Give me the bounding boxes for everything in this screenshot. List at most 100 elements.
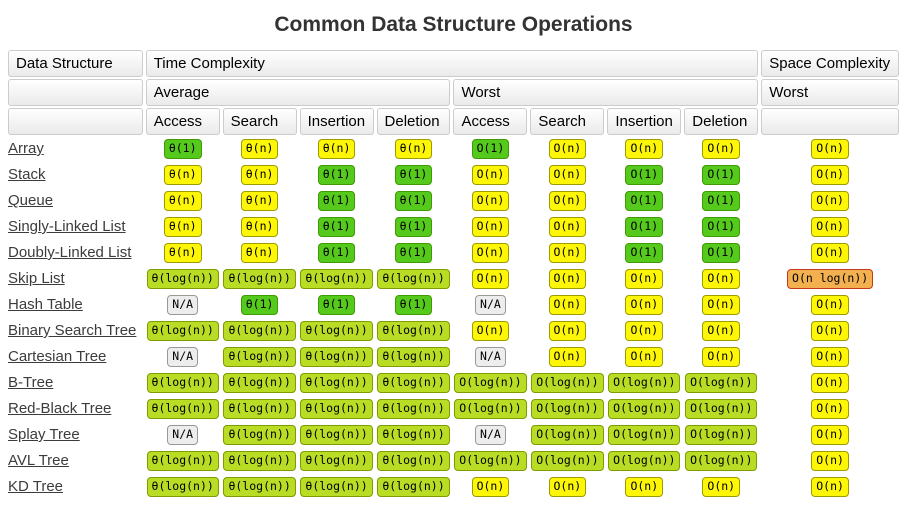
complexity-badge: θ(1) — [317, 191, 356, 211]
complexity-badge: θ(n) — [317, 139, 356, 159]
header-op-access-worst: Access — [453, 108, 528, 135]
complexity-cell: θ(log(n)) — [300, 475, 374, 499]
data-structure-cell: Singly-Linked List — [8, 215, 143, 239]
data-structure-link[interactable]: AVL Tree — [8, 452, 69, 469]
complexity-cell: θ(1) — [377, 241, 451, 265]
complexity-cell: O(n) — [684, 319, 758, 343]
complexity-cell: θ(log(n)) — [377, 371, 451, 395]
data-structure-cell: Queue — [8, 189, 143, 213]
complexity-cell: O(log(n)) — [530, 397, 604, 421]
complexity-cell: θ(log(n)) — [146, 267, 220, 291]
complexity-cell: O(n) — [530, 215, 604, 239]
complexity-badge: O(1) — [702, 217, 741, 237]
data-structure-link[interactable]: KD Tree — [8, 478, 64, 495]
complexity-badge: θ(n) — [240, 243, 279, 263]
complexity-badge: O(n) — [811, 321, 849, 341]
data-structure-cell: Hash Table — [8, 293, 143, 317]
complexity-cell: O(n) — [761, 475, 899, 499]
complexity-cell: O(n) — [684, 345, 758, 369]
complexity-badge: O(n) — [548, 295, 587, 315]
complexity-cell: O(log(n)) — [453, 397, 527, 421]
complexity-badge: O(n) — [548, 165, 587, 185]
complexity-badge: O(n) — [471, 217, 510, 237]
complexity-badge: O(log(n)) — [454, 451, 527, 471]
complexity-cell: θ(log(n)) — [223, 319, 297, 343]
complexity-cell: O(log(n)) — [684, 397, 758, 421]
data-structure-cell: Red-Black Tree — [8, 397, 143, 421]
complexity-badge: θ(n) — [240, 165, 279, 185]
complexity-cell: O(n) — [530, 319, 604, 343]
complexity-cell: O(n) — [684, 267, 758, 291]
data-structure-link[interactable]: Hash Table — [8, 296, 83, 313]
complexity-cell: θ(n) — [146, 189, 220, 213]
complexity-badge: O(log(n)) — [531, 425, 604, 445]
table-row: Binary Search Tree θ(log(n)) θ(log(n)) θ(lo… — [8, 319, 899, 343]
complexity-cell: O(1) — [684, 163, 758, 187]
complexity-cell: O(n) — [684, 293, 758, 317]
complexity-badge: θ(1) — [317, 217, 356, 237]
table-row: Splay Tree N/A θ(log(n)) θ(log(n)) θ(log(n))… — [8, 423, 899, 447]
header-average: Average — [145, 79, 451, 106]
complexity-cell: O(n) — [761, 137, 899, 161]
data-structure-link[interactable]: Stack — [8, 166, 46, 183]
complexity-cell: O(n) — [607, 137, 681, 161]
complexity-cell: θ(n) — [300, 137, 374, 161]
complexity-cell: O(n) — [453, 267, 527, 291]
complexity-cell: θ(log(n)) — [377, 267, 451, 291]
complexity-badge: O(1) — [702, 165, 741, 185]
complexity-cell: O(n) — [761, 241, 899, 265]
complexity-badge: N/A — [167, 347, 199, 367]
complexity-badge: O(n) — [625, 347, 664, 367]
complexity-badge: θ(log(n)) — [223, 425, 296, 445]
data-structure-cell: B-Tree — [8, 371, 143, 395]
complexity-cell: θ(n) — [223, 137, 297, 161]
complexity-badge: θ(log(n)) — [146, 477, 219, 497]
data-structure-link[interactable]: Cartesian Tree — [8, 348, 107, 365]
complexity-cell: θ(log(n)) — [223, 345, 297, 369]
complexity-badge: θ(n) — [240, 217, 279, 237]
operations-table: Data Structure Time Complexity Space Com… — [5, 48, 902, 501]
complexity-badge: O(n) — [548, 269, 587, 289]
complexity-badge: θ(n) — [163, 191, 202, 211]
data-structure-link[interactable]: Queue — [8, 192, 54, 209]
complexity-cell: θ(1) — [377, 163, 451, 187]
complexity-cell: O(n) — [761, 423, 899, 447]
complexity-cell: O(n) — [761, 189, 899, 213]
data-structure-link[interactable]: Splay Tree — [8, 426, 80, 443]
complexity-badge: θ(log(n)) — [300, 451, 373, 471]
complexity-badge: O(n) — [811, 243, 849, 263]
complexity-cell: θ(n) — [223, 189, 297, 213]
data-structure-link[interactable]: Doubly-Linked List — [8, 244, 132, 261]
complexity-cell: θ(1) — [377, 189, 451, 213]
complexity-cell: O(n) — [607, 319, 681, 343]
complexity-badge: O(n) — [811, 347, 849, 367]
complexity-badge: θ(log(n)) — [300, 477, 373, 497]
complexity-cell: θ(log(n)) — [223, 423, 297, 447]
complexity-badge: O(n) — [471, 191, 510, 211]
data-structure-link[interactable]: Array — [8, 140, 44, 157]
complexity-cell: O(n) — [453, 475, 527, 499]
complexity-badge: O(1) — [625, 191, 664, 211]
complexity-cell: O(n) — [684, 137, 758, 161]
data-structure-link[interactable]: B-Tree — [8, 374, 54, 391]
complexity-cell: θ(log(n)) — [300, 371, 374, 395]
header-row-groups: Data Structure Time Complexity Space Com… — [8, 50, 899, 77]
complexity-badge: θ(log(n)) — [223, 477, 296, 497]
complexity-badge: θ(n) — [163, 217, 202, 237]
complexity-cell: O(n) — [530, 293, 604, 317]
complexity-badge: O(log(n)) — [531, 373, 604, 393]
data-structure-link[interactable]: Singly-Linked List — [8, 218, 126, 235]
header-space-worst: Worst — [761, 79, 899, 106]
data-structure-link[interactable]: Red-Black Tree — [8, 400, 112, 417]
complexity-badge: O(n) — [811, 191, 849, 211]
complexity-badge: O(n) — [548, 321, 587, 341]
complexity-badge: O(n) — [811, 373, 849, 393]
complexity-badge: O(n) — [471, 243, 510, 263]
complexity-cell: O(n) — [453, 215, 527, 239]
data-structure-link[interactable]: Skip List — [8, 270, 65, 287]
complexity-cell: θ(log(n)) — [300, 423, 374, 447]
complexity-badge: θ(1) — [394, 217, 433, 237]
header-space-complexity: Space Complexity — [761, 50, 899, 77]
data-structure-link[interactable]: Binary Search Tree — [8, 322, 137, 339]
complexity-badge: O(n) — [811, 425, 849, 445]
